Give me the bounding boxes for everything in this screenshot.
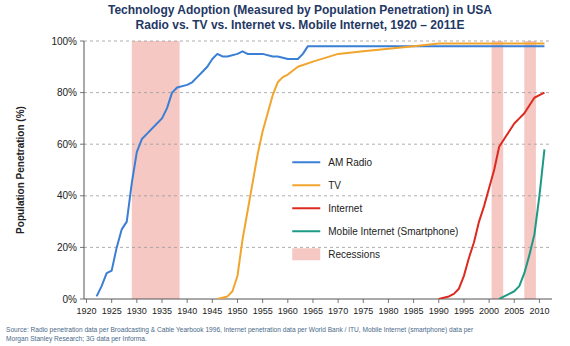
grid-line	[84, 195, 552, 196]
series-line	[217, 44, 544, 299]
y-tick-label: 60%	[57, 139, 77, 150]
source-note: Source: Radio penetration data per Broad…	[6, 326, 474, 334]
x-tick	[111, 299, 112, 303]
x-tick-label: 1975	[353, 306, 373, 316]
legend-swatch	[292, 230, 320, 232]
x-tick	[136, 299, 137, 303]
x-tick-label: 1990	[429, 306, 449, 316]
x-tick-label: 1935	[152, 306, 172, 316]
x-tick-label: 1960	[278, 306, 298, 316]
x-tick-label: 1940	[177, 306, 197, 316]
x-tick-label: 1970	[328, 306, 348, 316]
x-tick-label: 1985	[404, 306, 424, 316]
legend-label: Recessions	[328, 249, 380, 260]
x-tick-label: 2005	[504, 306, 524, 316]
y-tick-label: 40%	[57, 190, 77, 201]
y-tick-label: 80%	[57, 87, 77, 98]
x-tick-label: 1980	[378, 306, 398, 316]
title: Technology Adoption (Measured by Populat…	[108, 3, 492, 17]
x-tick-label: 1920	[77, 306, 97, 316]
legend: AM Radio TV Internet Mobile Internet (Smart…	[292, 157, 458, 261]
legend-swatch	[292, 161, 320, 163]
y-tick	[80, 144, 84, 145]
x-tick-label: 1930	[127, 306, 147, 316]
y-axis	[84, 41, 85, 299]
x-tick	[514, 299, 515, 303]
x-tick	[86, 299, 87, 303]
grid-line	[84, 247, 552, 248]
source-note: Morgan Stanley Research; 3G data per Inf…	[6, 335, 147, 343]
x-tick	[388, 299, 389, 303]
x-tick	[262, 299, 263, 303]
x-tick-label: 2000	[479, 306, 499, 316]
legend-swatch	[292, 184, 320, 186]
chart: 0% 20% 40% 60% 80% 100% 1920 1925 1930 1935 1940 19…	[0, 0, 570, 346]
x-tick	[312, 299, 313, 303]
x-tick-label: 1945	[202, 306, 222, 316]
y-tick-label: 20%	[57, 242, 77, 253]
x-tick	[187, 299, 188, 303]
legend-swatch	[292, 207, 320, 209]
series-line	[499, 149, 544, 299]
legend-swatch	[292, 248, 320, 260]
legend-label: Mobile Internet (Smartphone)	[328, 226, 458, 237]
x-tick	[413, 299, 414, 303]
x-tick	[212, 299, 213, 303]
subtitle: Radio vs. TV vs. Internet vs. Mobile Int…	[136, 18, 465, 32]
legend-label: TV	[328, 180, 341, 191]
x-tick	[338, 299, 339, 303]
x-tick-label: 2010	[529, 306, 549, 316]
x-tick	[237, 299, 238, 303]
x-tick	[162, 299, 163, 303]
grid-line	[84, 41, 552, 42]
grid-line	[84, 144, 552, 145]
y-tick	[80, 92, 84, 93]
legend-label: Internet	[328, 203, 362, 214]
y-tick	[80, 247, 84, 248]
grid-line	[84, 92, 552, 93]
x-axis	[84, 299, 552, 300]
series-line	[97, 46, 545, 296]
x-tick-label: 1925	[102, 306, 122, 316]
y-tick-label: 100%	[51, 36, 77, 47]
x-tick-label: 1995	[454, 306, 474, 316]
x-tick	[363, 299, 364, 303]
recession-band	[524, 41, 536, 299]
y-axis-label: Population Penetration (%)	[15, 106, 26, 234]
recession-band	[132, 41, 180, 299]
x-tick	[287, 299, 288, 303]
x-tick	[539, 299, 540, 303]
x-tick-label: 1955	[253, 306, 273, 316]
x-tick-label: 1965	[303, 306, 323, 316]
x-tick	[438, 299, 439, 303]
x-tick-label: 1950	[227, 306, 247, 316]
recessions	[132, 41, 536, 299]
x-tick	[463, 299, 464, 303]
y-tick	[80, 195, 84, 196]
series-line	[439, 93, 545, 299]
x-tick	[489, 299, 490, 303]
y-tick-label: 0%	[63, 294, 78, 305]
y-tick	[80, 41, 84, 42]
legend-label: AM Radio	[328, 157, 372, 168]
y-tick	[80, 299, 84, 300]
series-lines	[97, 44, 545, 299]
